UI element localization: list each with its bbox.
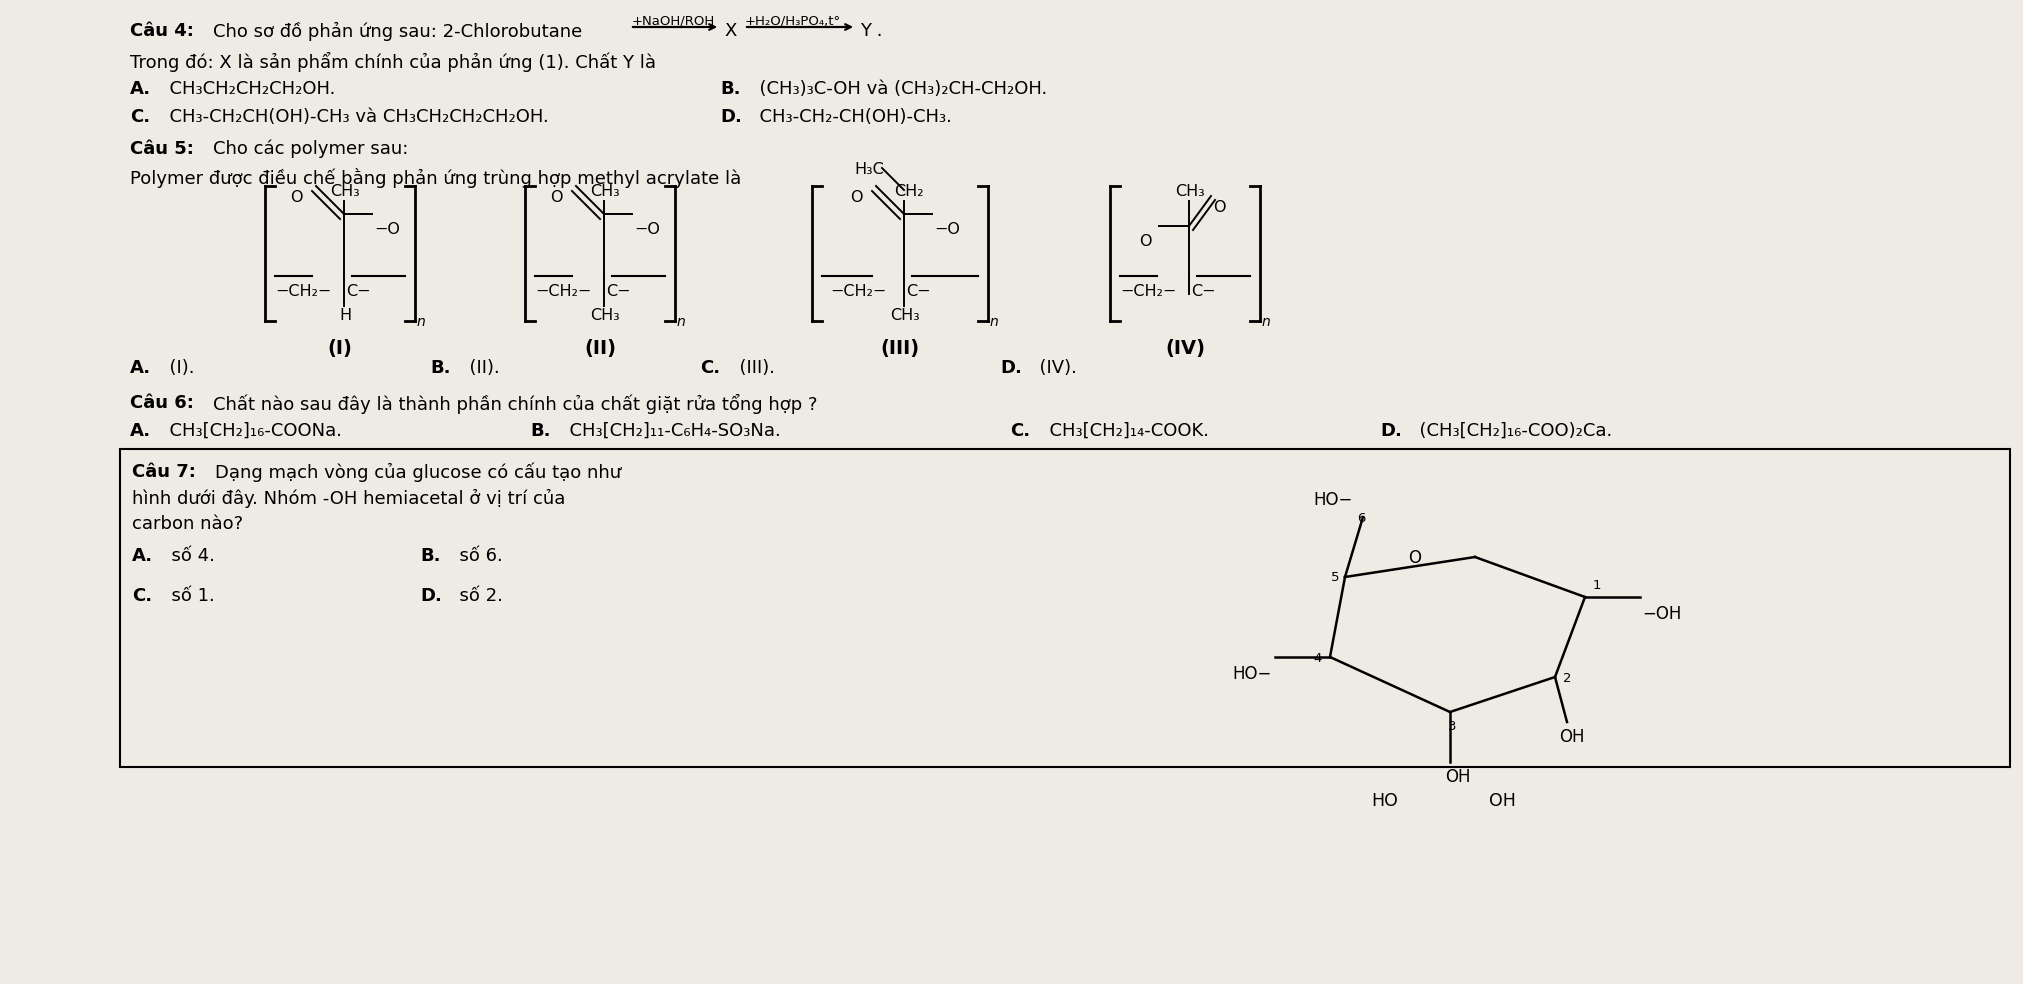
Text: O: O [850,190,862,205]
Text: Câu 5:: Câu 5: [129,140,194,158]
Text: (CH₃)₃C-OH và (CH₃)₂CH-CH₂OH.: (CH₃)₃C-OH và (CH₃)₂CH-CH₂OH. [749,80,1046,98]
Text: C.: C. [131,587,152,605]
Text: H: H [338,308,350,323]
Text: (IV): (IV) [1165,339,1204,358]
Text: CH₃: CH₃ [591,184,619,199]
Text: Câu 7:: Câu 7: [131,463,196,481]
Text: −CH₂−: −CH₂− [275,284,332,299]
Text: A.: A. [129,359,152,377]
Text: 5: 5 [1329,571,1339,584]
Text: n: n [676,315,686,329]
Text: +NaOH/ROH: +NaOH/ROH [631,15,714,28]
Text: −OH: −OH [1641,605,1681,623]
Text: HO−: HO− [1232,665,1270,683]
Text: (I).: (I). [158,359,194,377]
Text: CH₃[CH₂]₁₆-COONa.: CH₃[CH₂]₁₆-COONa. [158,422,342,440]
Text: D.: D. [720,108,742,126]
Text: Câu 6:: Câu 6: [129,394,194,412]
Text: B.: B. [530,422,550,440]
Text: O: O [550,190,562,205]
Text: −O: −O [374,222,401,237]
Text: HO: HO [1372,792,1398,810]
Text: −CH₂−: −CH₂− [829,284,886,299]
Text: n: n [989,315,997,329]
Text: −O: −O [933,222,959,237]
Text: B.: B. [720,80,740,98]
Text: CH₃: CH₃ [890,308,918,323]
Text: (IV).: (IV). [1028,359,1076,377]
Text: n: n [1262,315,1270,329]
Text: B.: B. [421,547,441,565]
Text: B.: B. [429,359,451,377]
Text: D.: D. [421,587,441,605]
Text: OH: OH [1444,768,1471,786]
Text: số 4.: số 4. [160,547,214,565]
Text: 3: 3 [1446,720,1455,733]
Text: (I): (I) [328,339,352,358]
Text: −CH₂−: −CH₂− [1119,284,1175,299]
Text: 6: 6 [1355,512,1366,525]
Text: Trong đó: X là sản phẩm chính của phản ứng (1). Chất Y là: Trong đó: X là sản phẩm chính của phản ứ… [129,52,655,72]
Text: CH₃-CH₂CH(OH)-CH₃ và CH₃CH₂CH₂CH₂OH.: CH₃-CH₂CH(OH)-CH₃ và CH₃CH₂CH₂CH₂OH. [158,108,548,126]
Text: O: O [1408,549,1420,567]
Text: CH₃CH₂CH₂CH₂OH.: CH₃CH₂CH₂CH₂OH. [158,80,336,98]
Text: Y .: Y . [860,22,882,40]
Text: C−: C− [346,284,370,299]
Text: Câu 4:: Câu 4: [129,22,194,40]
Text: n: n [417,315,425,329]
Text: C.: C. [700,359,720,377]
Text: O: O [1139,234,1151,249]
Text: A.: A. [129,422,152,440]
Text: H₃C: H₃C [854,162,884,177]
Text: O: O [1212,200,1224,215]
Text: +H₂O/H₃PO₄,t°: +H₂O/H₃PO₄,t° [744,15,842,28]
Text: HO−: HO− [1313,491,1351,509]
Text: D.: D. [1380,422,1402,440]
Text: −O: −O [633,222,659,237]
Text: số 1.: số 1. [160,587,214,605]
Text: Chất nào sau đây là thành phần chính của chất giặt rửa tổng hợp ?: Chất nào sau đây là thành phần chính của… [212,394,817,414]
Text: (II): (II) [585,339,615,358]
Text: C−: C− [1190,284,1216,299]
Bar [119,449,2009,767]
Text: C−: C− [605,284,631,299]
Text: A.: A. [129,80,152,98]
Text: C−: C− [906,284,931,299]
Text: X: X [724,22,736,40]
Text: CH₃: CH₃ [330,184,360,199]
Text: CH₃[CH₂]₁₁-C₆H₄-SO₃Na.: CH₃[CH₂]₁₁-C₆H₄-SO₃Na. [558,422,781,440]
Text: (III).: (III). [728,359,775,377]
Text: Polymer được điều chế bằng phản ứng trùng hợp methyl acrylate là: Polymer được điều chế bằng phản ứng trùn… [129,168,740,188]
Text: hình dưới đây. Nhóm -OH hemiacetal ở vị trí của: hình dưới đây. Nhóm -OH hemiacetal ở vị … [131,489,564,508]
Text: O: O [289,190,301,205]
Text: OH: OH [1487,792,1515,810]
Text: Dạng mạch vòng của glucose có cấu tạo như: Dạng mạch vòng của glucose có cấu tạo nh… [214,463,621,482]
Text: CH₃[CH₂]₁₄-COOK.: CH₃[CH₂]₁₄-COOK. [1038,422,1208,440]
Text: CH₃: CH₃ [591,308,619,323]
Text: số 2.: số 2. [447,587,502,605]
Text: (III): (III) [880,339,918,358]
Text: A.: A. [131,547,154,565]
Text: CH₃: CH₃ [1175,184,1204,199]
Text: 1: 1 [1592,579,1600,592]
Text: −CH₂−: −CH₂− [534,284,591,299]
Text: (II).: (II). [457,359,500,377]
Text: C.: C. [129,108,150,126]
Text: CH₂: CH₂ [894,184,922,199]
Text: carbon nào?: carbon nào? [131,515,243,533]
Text: C.: C. [1009,422,1030,440]
Text: 4: 4 [1313,652,1321,665]
Text: OH: OH [1558,728,1584,746]
Text: 2: 2 [1562,672,1570,685]
Text: CH₃-CH₂-CH(OH)-CH₃.: CH₃-CH₂-CH(OH)-CH₃. [749,108,951,126]
Text: Cho sơ đồ phản ứng sau: 2-Chlorobutane: Cho sơ đồ phản ứng sau: 2-Chlorobutane [212,22,583,41]
Text: Cho các polymer sau:: Cho các polymer sau: [212,140,409,158]
Text: (CH₃[CH₂]₁₆-COO)₂Ca.: (CH₃[CH₂]₁₆-COO)₂Ca. [1408,422,1612,440]
Text: số 6.: số 6. [447,547,502,565]
Text: D.: D. [999,359,1022,377]
